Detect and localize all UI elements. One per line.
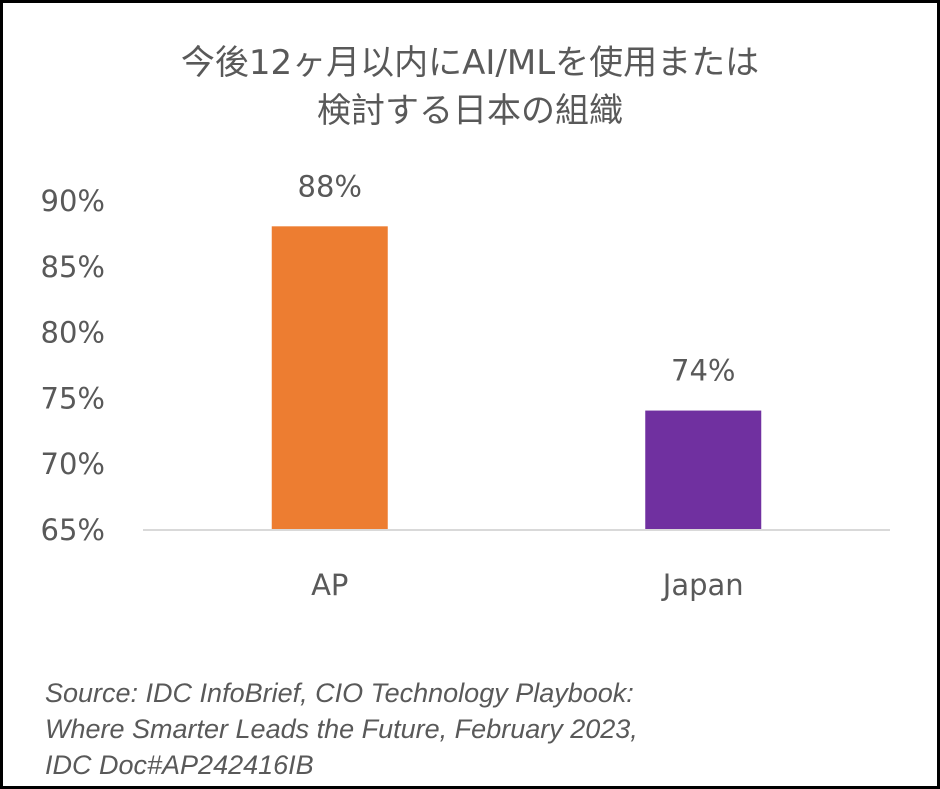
y-tick-label: 65% — [41, 513, 105, 547]
x-category-label: Japan — [661, 568, 744, 602]
x-category-label: AP — [311, 568, 348, 602]
bar-ap — [271, 226, 388, 529]
chart-title-line-1: 今後12ヶ月以内にAI/MLを使用または — [180, 43, 760, 83]
chart-title-line-2: 検討する日本の組織 — [317, 91, 623, 131]
bar-chart: 65% 70% 75% 80% 85% 90% 88% 74% AP Japan — [41, 169, 890, 602]
bars — [271, 226, 762, 529]
category-labels: AP Japan — [311, 568, 744, 602]
y-tick-label: 70% — [41, 447, 105, 481]
data-labels: 88% 74% — [298, 169, 736, 387]
y-tick-label: 90% — [41, 184, 105, 218]
chart-title: 今後12ヶ月以内にAI/MLを使用または 検討する日本の組織 — [3, 39, 937, 135]
data-label: 88% — [298, 169, 362, 203]
source-line-1: Source: IDC InfoBrief, CIO Technology Pl… — [45, 678, 634, 708]
source-note: Source: IDC InfoBrief, CIO Technology Pl… — [45, 675, 905, 783]
source-line-3: IDC Doc#AP242416IB — [45, 750, 314, 780]
y-tick-label: 75% — [41, 381, 105, 415]
y-tick-label: 85% — [41, 250, 105, 284]
y-axis-ticks: 65% 70% 75% 80% 85% 90% — [41, 184, 105, 547]
bar-japan — [645, 410, 762, 529]
data-label: 74% — [671, 354, 735, 388]
source-line-2: Where Smarter Leads the Future, February… — [45, 714, 638, 744]
y-tick-label: 80% — [41, 316, 105, 350]
